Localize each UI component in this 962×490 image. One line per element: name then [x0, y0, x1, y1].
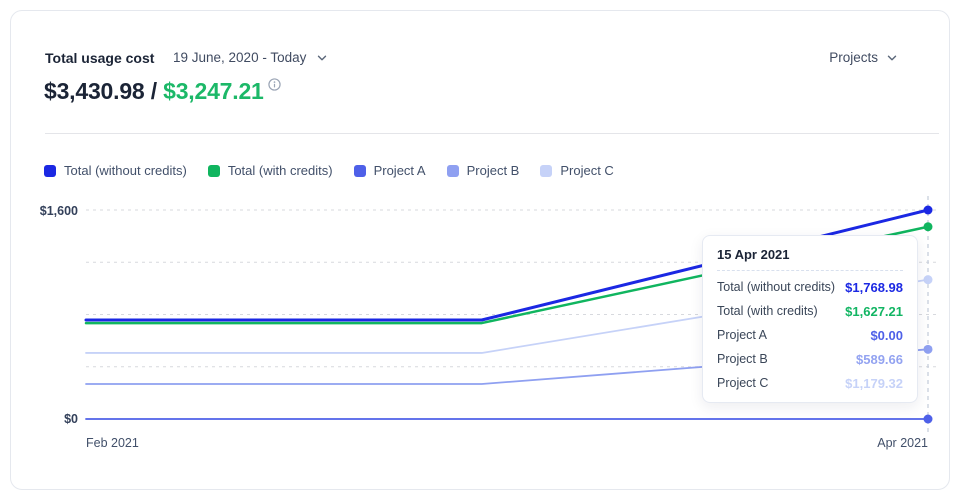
tooltip-row-label: Total (with credits) — [717, 304, 818, 318]
date-range-value: 19 June, 2020 - Today — [173, 50, 307, 65]
total-without-credits-amount: $3,430.98 — [44, 78, 145, 104]
x-axis-tick-left: Feb 2021 — [86, 436, 139, 450]
point-project-c[interactable] — [923, 275, 933, 285]
date-range-dropdown[interactable]: 19 June, 2020 - Today — [173, 50, 329, 65]
legend-item-project-b[interactable]: Project B — [446, 163, 520, 178]
tooltip-row-total-without-credits: Total (without credits) $1,768.98 — [717, 275, 903, 299]
amount-separator: / — [144, 78, 164, 104]
tooltip-date: 15 Apr 2021 — [717, 247, 903, 271]
legend-item-project-c[interactable]: Project C — [540, 163, 614, 178]
tooltip-row-project-b: Project B $589.66 — [717, 347, 903, 371]
chevron-down-icon — [885, 51, 899, 65]
total-with-credits-amount: $3,247.21 — [163, 78, 264, 104]
tooltip-row-value: $1,627.21 — [845, 303, 903, 319]
tooltip-row-value: $0.00 — [870, 327, 903, 343]
legend-swatch — [353, 164, 366, 177]
total-cost-summary: $3,430.98 / $3,247.21 — [44, 70, 281, 105]
x-axis-tick-right: Apr 2021 — [877, 436, 928, 450]
tooltip-row-project-c: Project C $1,179.32 — [717, 371, 903, 395]
legend-swatch — [446, 164, 459, 177]
legend-swatch — [207, 164, 220, 177]
legend-item-total-without-credits[interactable]: Total (without credits) — [44, 163, 187, 178]
legend-swatch — [44, 164, 56, 177]
legend-label: Project A — [373, 163, 426, 178]
projects-dropdown-label: Projects — [829, 50, 878, 65]
point-total-with-credits[interactable] — [923, 222, 933, 232]
y-axis-tick-bottom: $0 — [64, 412, 78, 426]
chevron-down-icon — [315, 51, 329, 65]
card-title: Total usage cost — [45, 50, 155, 66]
point-project-b[interactable] — [923, 344, 933, 354]
tooltip-row-label: Project C — [717, 376, 769, 390]
info-icon[interactable] — [267, 70, 281, 97]
tooltip-row-value: $1,768.98 — [845, 279, 903, 295]
tooltip-row-project-a: Project A $0.00 — [717, 323, 903, 347]
legend-label: Total (with credits) — [227, 163, 333, 178]
tooltip-row-value: $589.66 — [856, 351, 903, 367]
tooltip-row-total-with-credits: Total (with credits) $1,627.21 — [717, 299, 903, 323]
tooltip-row-label: Project B — [717, 352, 768, 366]
point-project-a[interactable] — [923, 414, 933, 424]
chart-legend: Total (without credits) Total (with credi… — [44, 163, 614, 178]
tooltip-row-label: Total (without credits) — [717, 280, 836, 294]
header-divider — [45, 133, 939, 134]
tooltip-row-label: Project A — [717, 328, 768, 342]
legend-label: Project C — [560, 163, 614, 178]
legend-label: Project B — [466, 163, 520, 178]
tooltip-rows: Total (without credits) $1,768.98 Total (w… — [717, 271, 903, 395]
legend-item-project-a[interactable]: Project A — [353, 163, 426, 178]
legend-item-total-with-credits[interactable]: Total (with credits) — [207, 163, 333, 178]
y-axis-tick-top: $1,600 — [39, 204, 78, 218]
legend-label: Total (without credits) — [64, 163, 187, 178]
projects-dropdown[interactable]: Projects — [829, 50, 899, 65]
legend-swatch — [540, 164, 553, 177]
point-total-without-credits[interactable] — [923, 205, 933, 215]
tooltip-row-value: $1,179.32 — [845, 375, 903, 391]
chart-tooltip: 15 Apr 2021 Total (without credits) $1,76… — [702, 235, 918, 403]
